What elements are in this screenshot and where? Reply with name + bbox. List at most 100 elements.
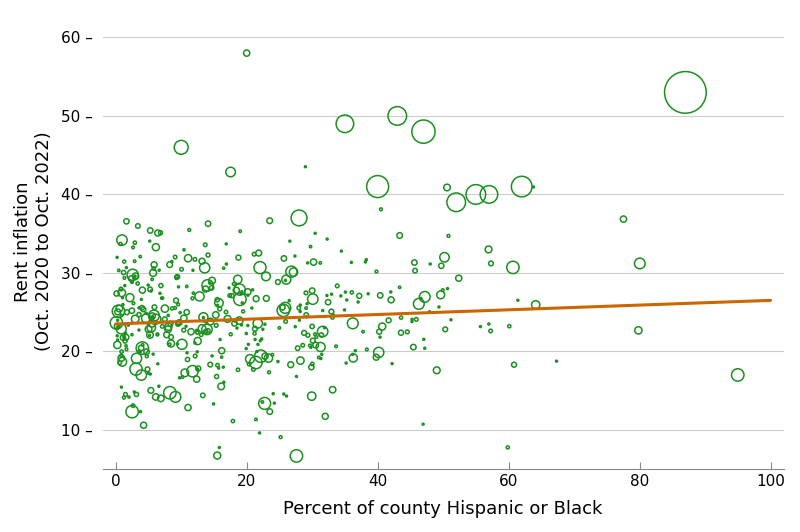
Point bbox=[129, 238, 142, 247]
Point bbox=[243, 355, 256, 363]
Point bbox=[310, 333, 322, 342]
Point bbox=[231, 275, 244, 284]
Point bbox=[119, 333, 132, 342]
Point bbox=[550, 357, 563, 365]
Point bbox=[219, 308, 232, 317]
Point bbox=[118, 393, 130, 402]
Point bbox=[315, 350, 328, 359]
Point bbox=[137, 305, 150, 313]
Point bbox=[197, 313, 210, 321]
Point bbox=[278, 254, 290, 263]
Point bbox=[634, 259, 646, 268]
Point bbox=[136, 286, 149, 294]
Point bbox=[260, 294, 273, 303]
Point bbox=[339, 288, 352, 296]
Point bbox=[360, 345, 373, 354]
Point bbox=[111, 316, 124, 325]
Point bbox=[171, 319, 184, 328]
Point bbox=[306, 336, 319, 345]
Point bbox=[134, 348, 146, 356]
Point bbox=[290, 372, 303, 381]
Point bbox=[122, 393, 135, 401]
Point bbox=[254, 352, 267, 361]
Point bbox=[290, 452, 303, 460]
Point bbox=[172, 282, 185, 291]
Point bbox=[111, 307, 124, 316]
Point bbox=[130, 354, 143, 363]
Point bbox=[632, 326, 645, 335]
Point bbox=[162, 322, 174, 331]
Point bbox=[251, 340, 264, 348]
Point bbox=[482, 190, 495, 198]
Point bbox=[250, 415, 262, 423]
Point bbox=[192, 364, 205, 373]
Point bbox=[169, 393, 182, 401]
Point bbox=[189, 339, 202, 347]
Point bbox=[135, 371, 148, 379]
Point bbox=[242, 340, 254, 348]
Point bbox=[386, 359, 398, 368]
Point bbox=[220, 239, 233, 248]
Point bbox=[291, 344, 304, 352]
Point bbox=[255, 335, 268, 343]
Point bbox=[285, 268, 298, 276]
Point bbox=[418, 293, 431, 301]
Point bbox=[259, 272, 272, 281]
Point bbox=[274, 433, 287, 442]
Point bbox=[246, 304, 258, 312]
Point bbox=[201, 325, 214, 334]
Point bbox=[126, 306, 138, 315]
Point bbox=[142, 369, 155, 378]
Point bbox=[450, 198, 462, 206]
Point bbox=[170, 274, 182, 282]
Point bbox=[502, 443, 514, 452]
Point bbox=[271, 358, 284, 366]
Point bbox=[126, 243, 139, 252]
Point bbox=[178, 326, 190, 334]
Point bbox=[145, 386, 158, 395]
Point bbox=[300, 312, 313, 321]
Point bbox=[143, 331, 156, 340]
Point bbox=[128, 388, 141, 396]
Point bbox=[385, 296, 398, 304]
Point bbox=[394, 283, 406, 292]
Point bbox=[160, 330, 173, 339]
Point bbox=[151, 360, 164, 368]
Point bbox=[150, 393, 162, 401]
Point bbox=[418, 335, 430, 344]
Point bbox=[278, 390, 290, 398]
Point bbox=[218, 264, 230, 272]
Point bbox=[185, 328, 198, 336]
Point bbox=[294, 307, 306, 316]
Point bbox=[154, 394, 167, 403]
Point bbox=[206, 284, 218, 292]
Point bbox=[110, 289, 123, 298]
Point bbox=[122, 321, 134, 329]
Point bbox=[215, 346, 228, 355]
Point bbox=[262, 354, 275, 362]
Point bbox=[162, 325, 174, 334]
Point bbox=[230, 286, 242, 295]
Point bbox=[142, 325, 155, 334]
Point bbox=[189, 352, 202, 360]
Point bbox=[204, 360, 217, 369]
Point bbox=[316, 306, 329, 315]
Point bbox=[394, 313, 407, 322]
Point bbox=[193, 292, 206, 301]
Point bbox=[115, 354, 128, 362]
Point bbox=[141, 365, 154, 373]
Point bbox=[325, 307, 338, 316]
Point bbox=[267, 389, 280, 398]
Point bbox=[138, 421, 150, 429]
Point bbox=[413, 300, 426, 308]
Point bbox=[126, 330, 138, 339]
Point bbox=[373, 328, 386, 336]
Point bbox=[321, 291, 334, 300]
Point bbox=[120, 263, 133, 272]
Point bbox=[299, 162, 312, 171]
Point bbox=[116, 294, 129, 302]
Point bbox=[130, 390, 143, 398]
Point bbox=[118, 257, 130, 266]
Point bbox=[210, 321, 222, 330]
Point bbox=[394, 328, 407, 337]
